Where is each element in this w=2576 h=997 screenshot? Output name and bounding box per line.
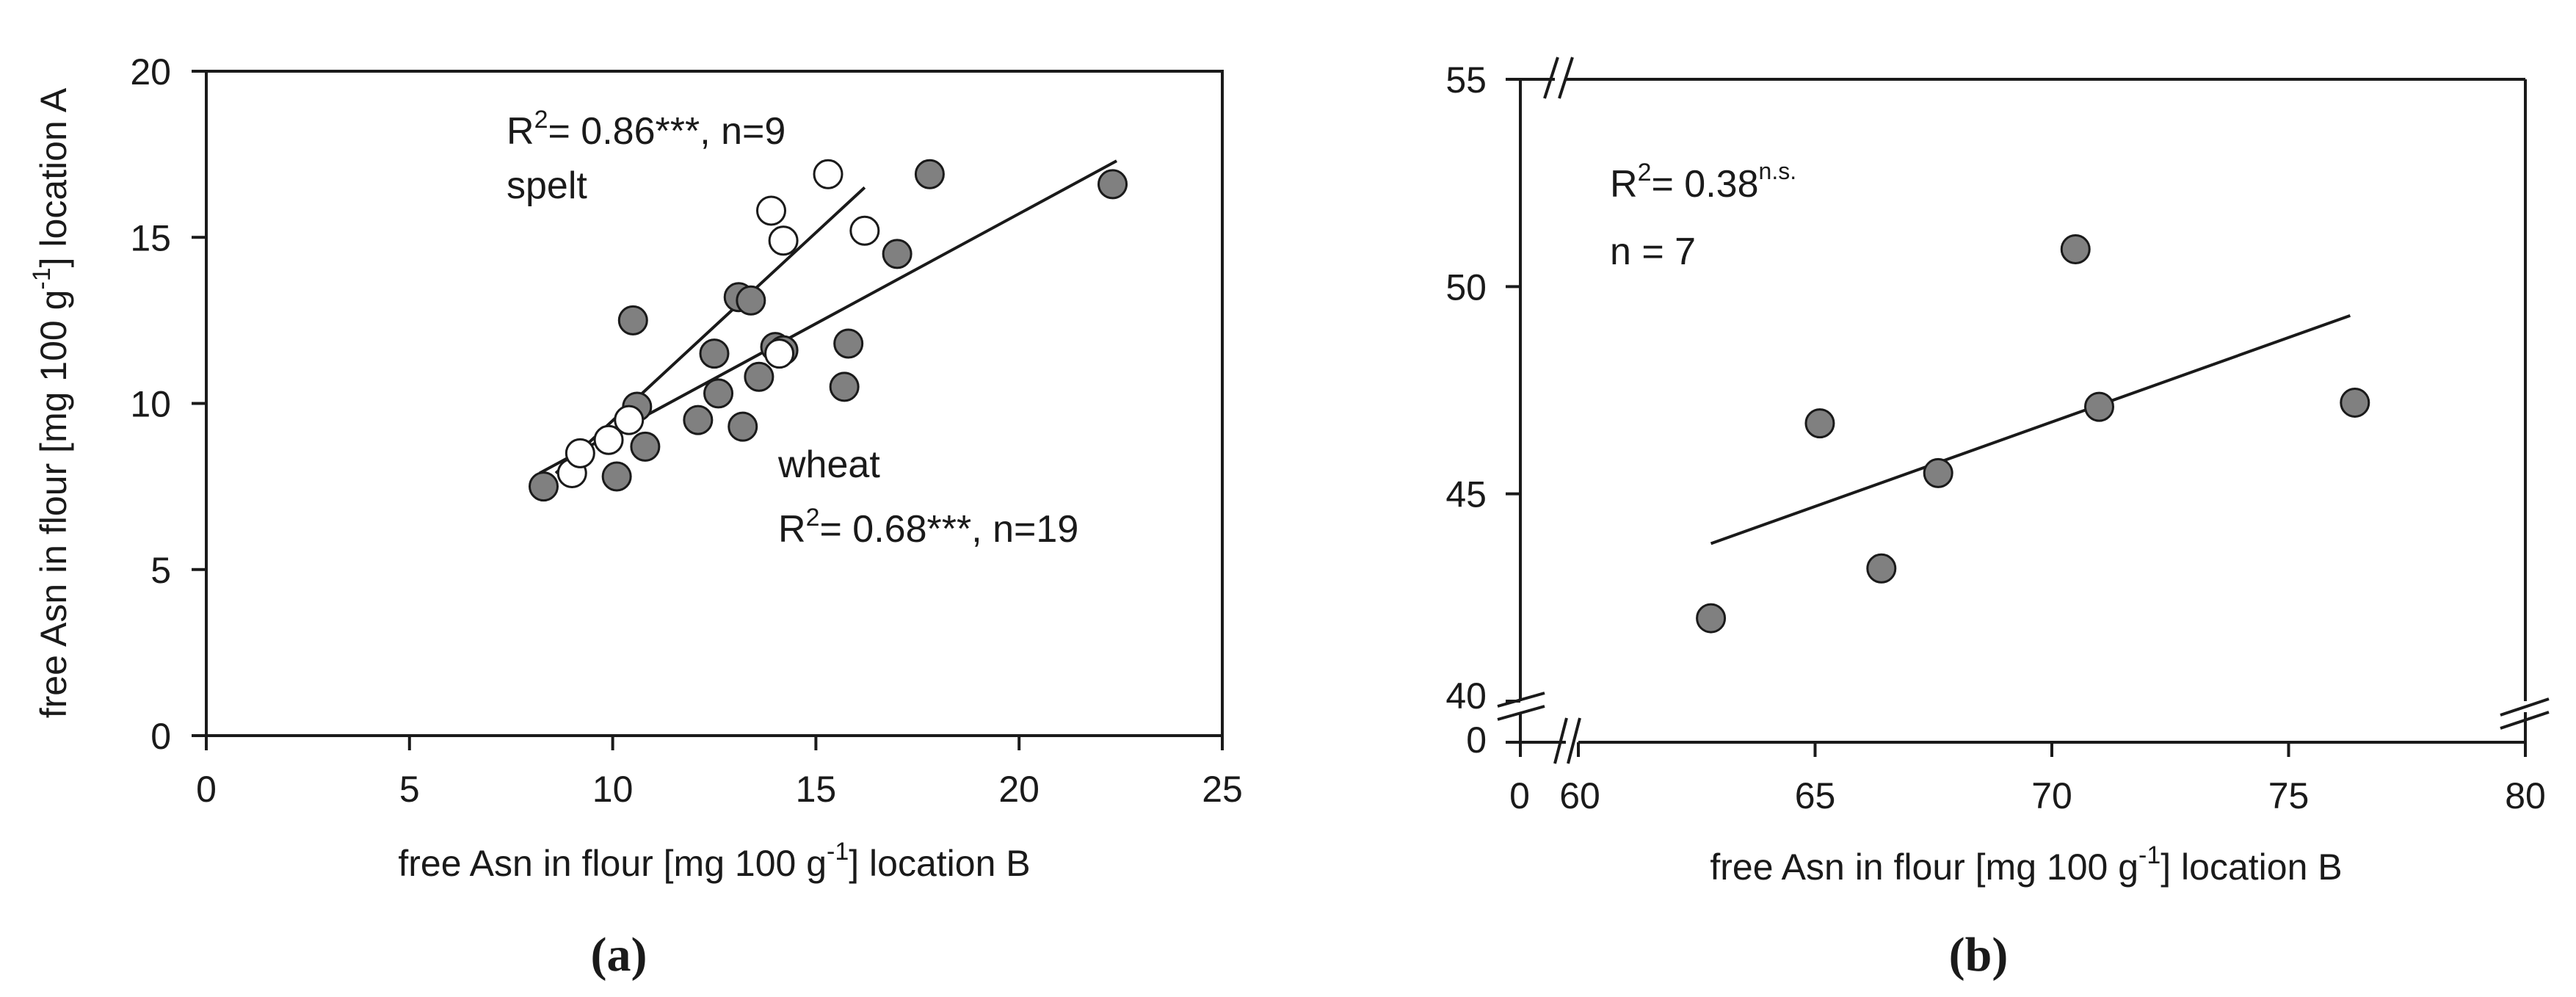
panel-b-x-tick-label: 0 [1509, 775, 1530, 816]
panel-b-y-tick-label: 55 [1445, 59, 1487, 101]
panel-b-x-tick-label: 80 [2505, 775, 2546, 816]
wheat-data-point [914, 159, 945, 189]
panel-a-x-tick-label: 0 [196, 769, 217, 810]
panel-a-x-tick-label: 25 [1202, 769, 1243, 810]
panel-a-caption: (a) [591, 928, 647, 982]
wheat-data-point [617, 305, 648, 336]
panel-a-x-axis-label: free Asn in flour [mg 100 g-1] location … [398, 838, 1030, 884]
panel-b-data-point [1804, 408, 1835, 439]
panel-b-break-marks [1497, 57, 2550, 764]
panel-a-x-tick-label: 20 [998, 769, 1040, 810]
spelt-r2-annotation: R2= 0.86***, n=9 [507, 106, 786, 153]
break-mark-bottom-1 [1553, 717, 1568, 764]
panel-b-fit-line [1710, 313, 2351, 545]
wheat-data-point [601, 461, 632, 492]
panel-b-x-tick-label: 70 [2031, 775, 2072, 816]
panel-a-y-tick-label: 10 [130, 384, 171, 425]
panel-b-data-point [1866, 553, 1897, 584]
spelt-data-point [813, 159, 843, 189]
panel-a-x-tick-label: 10 [592, 769, 634, 810]
panel-a: 0 5 10 15 20 25 0 5 10 15 20 R2= 0.86***, n=9 spel… [28, 51, 1243, 982]
panel-b-points [1696, 234, 2370, 634]
break-mark-right-2 [2500, 711, 2550, 730]
panel-b-data-point [1923, 457, 1953, 488]
wheat-data-point [833, 328, 864, 359]
wheat-data-point [699, 338, 730, 369]
panel-b-data-point [2084, 391, 2114, 422]
wheat-data-point [528, 471, 559, 502]
wheat-data-point [882, 239, 913, 269]
panel-b-y-tick-label: 50 [1445, 267, 1487, 308]
panel-a-ticks: 0 5 10 15 20 25 0 5 10 15 20 [130, 51, 1242, 810]
panel-b-x-tick-label: 75 [2268, 775, 2310, 816]
break-mark-left-1 [1497, 692, 1545, 708]
panel-b-fit-lines [1710, 313, 2351, 545]
panel-a-y-tick-label: 15 [130, 217, 171, 258]
panel-b-data-point [2060, 234, 2091, 265]
panel-b-r2-annotation: R2= 0.38n.s. [1610, 158, 1796, 206]
break-mark-bottom-2 [1567, 717, 1581, 764]
panel-a-y-axis-label: free Asn in flour [mg 100 g-1] location … [28, 87, 74, 718]
spelt-data-point [768, 225, 799, 256]
wheat-data-point [630, 431, 661, 462]
panel-b-x-axis-label: free Asn in flour [mg 100 g-1] location … [1710, 841, 2342, 888]
spelt-data-point [756, 195, 787, 226]
panel-b-data-point [2340, 387, 2370, 418]
panel-a-points [528, 159, 1128, 502]
break-mark-left-2 [1497, 705, 1545, 721]
panel-a-y-tick-label: 20 [130, 51, 171, 93]
wheat-data-point [829, 371, 860, 402]
spelt-data-point [593, 424, 624, 455]
wheat-data-point [728, 411, 758, 442]
panel-a-x-tick-label: 15 [796, 769, 837, 810]
panel-b-x-tick-label: 65 [1795, 775, 1836, 816]
panel-b-n-annotation: n = 7 [1610, 231, 1696, 273]
wheat-data-point [736, 285, 766, 316]
wheat-data-point [744, 361, 774, 392]
panel-a-y-tick-label: 0 [150, 716, 171, 757]
break-mark-top-2 [1558, 57, 1574, 99]
panel-b-data-point [1696, 603, 1727, 634]
spelt-data-point [565, 438, 595, 468]
break-mark-top-1 [1543, 57, 1559, 99]
panel-b-y-tick-label: 40 [1445, 675, 1487, 717]
break-mark-right-1 [2500, 697, 2550, 717]
spelt-data-point [614, 405, 645, 435]
panel-b-x-tick-label: 60 [1559, 775, 1600, 816]
wheat-data-point [1097, 169, 1128, 200]
spelt-data-point [849, 215, 880, 246]
wheat-label: wheat [777, 443, 880, 486]
panel-b-y-tick-label: 45 [1445, 474, 1487, 515]
wheat-r2-annotation: R2= 0.68***, n=19 [778, 504, 1078, 551]
spelt-label: spelt [507, 164, 587, 207]
panel-a-x-tick-label: 5 [399, 769, 420, 810]
wheat-data-point [683, 405, 714, 435]
wheat-data-point [703, 378, 734, 409]
panel-b-y-tick-label: 0 [1466, 719, 1487, 761]
panel-b-caption: (b) [1949, 928, 2009, 982]
panel-a-y-tick-label: 5 [150, 550, 171, 591]
spelt-data-point [764, 338, 795, 369]
